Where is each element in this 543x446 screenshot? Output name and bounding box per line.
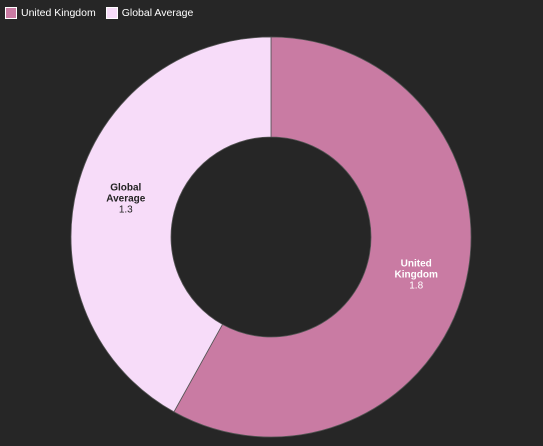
legend-swatch: [105, 7, 118, 19]
slice: [70, 36, 272, 413]
slice-name: Global Average: [106, 182, 146, 205]
legend-label: Global Average: [121, 7, 194, 19]
legend-swatch: [5, 7, 17, 19]
legend: United Kingdom Global Average: [5, 7, 193, 19]
slice-value: 1.3: [118, 204, 133, 216]
slice: [173, 36, 472, 438]
slice-label: Global Average 1.3: [96, 183, 156, 216]
legend-label: United Kingdom: [21, 7, 96, 19]
slice-label: United Kingdom 1.8: [386, 258, 446, 291]
slice-name: United Kingdom: [394, 258, 438, 281]
legend-item: United Kingdom: [5, 7, 96, 19]
legend-item: Global Average: [105, 7, 194, 19]
slice-value: 1.8: [409, 280, 424, 292]
